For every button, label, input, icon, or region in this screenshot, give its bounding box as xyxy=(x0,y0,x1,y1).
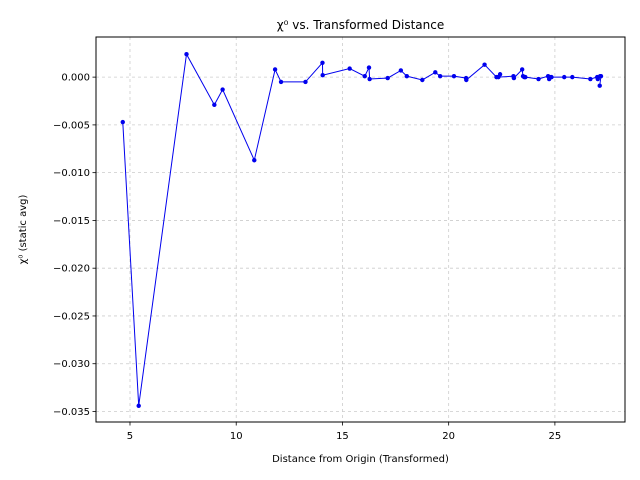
data-point xyxy=(420,77,425,83)
data-point xyxy=(303,79,308,85)
data-point xyxy=(464,77,469,83)
data-point xyxy=(511,75,517,81)
data-point xyxy=(597,83,602,88)
data-point xyxy=(433,70,438,75)
data-point xyxy=(320,73,325,78)
data-point xyxy=(347,66,352,71)
data-point xyxy=(598,73,604,79)
x-tick-label: 25 xyxy=(549,431,562,442)
y-tick-label: −0.035 xyxy=(53,407,90,418)
data-point xyxy=(320,60,325,65)
data-point xyxy=(437,73,443,79)
data-point xyxy=(588,76,593,82)
y-tick-label: −0.010 xyxy=(53,168,90,179)
data-point xyxy=(278,79,284,85)
data-point xyxy=(366,65,372,70)
chart-title: χ⁰ vs. Transformed Distance xyxy=(277,18,445,32)
series-layer xyxy=(120,51,604,408)
data-point xyxy=(549,74,554,80)
x-axis: 5 10 15 20 25 xyxy=(127,422,561,442)
y-tick-label: −0.025 xyxy=(53,311,90,322)
y-tick-label: −0.020 xyxy=(53,264,90,275)
y-tick-label: −0.030 xyxy=(53,359,90,370)
data-point xyxy=(451,73,457,79)
data-point xyxy=(184,51,189,57)
plot-frame xyxy=(95,36,626,423)
data-point xyxy=(570,74,575,80)
data-point xyxy=(212,102,217,108)
data-point xyxy=(536,76,541,82)
data-point xyxy=(120,119,125,125)
data-point xyxy=(220,87,225,92)
data-point xyxy=(398,68,404,73)
data-point xyxy=(482,62,487,67)
data-point xyxy=(496,74,501,80)
x-tick-label: 20 xyxy=(442,431,455,442)
y-tick-label: −0.015 xyxy=(53,216,90,227)
y-axis-label: χ⁰ (static avg) xyxy=(18,195,29,265)
data-point xyxy=(272,67,278,72)
data-point xyxy=(385,75,390,81)
data-point xyxy=(523,74,528,80)
x-tick-label: 15 xyxy=(336,431,349,442)
x-tick-label: 5 xyxy=(127,431,133,442)
data-point xyxy=(136,403,141,408)
grid xyxy=(96,37,625,422)
data-point xyxy=(519,67,525,72)
x-tick-label: 10 xyxy=(230,431,243,442)
x-axis-label: Distance from Origin (Transformed) xyxy=(272,454,449,465)
y-tick-label: 0.000 xyxy=(61,73,90,84)
data-point xyxy=(404,73,410,79)
data-point xyxy=(362,73,367,79)
y-tick-label: −0.005 xyxy=(53,120,90,131)
data-point xyxy=(367,76,372,82)
y-axis: 0.000 −0.005 −0.010 −0.015 −0.020 −0.025 −0.03… xyxy=(53,73,96,418)
data-point xyxy=(252,158,257,163)
data-point xyxy=(562,74,567,80)
